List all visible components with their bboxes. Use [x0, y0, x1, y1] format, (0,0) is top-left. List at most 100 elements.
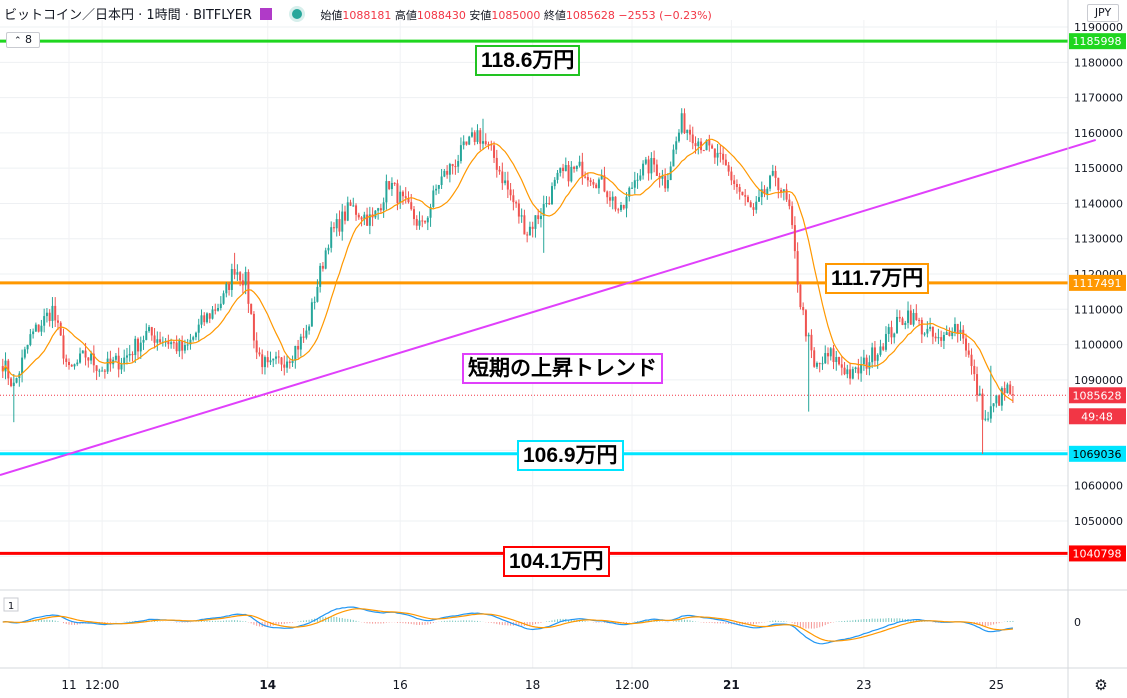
candle-body: [239, 272, 242, 281]
candle-body: [829, 348, 832, 357]
candle-body: [539, 215, 542, 220]
candle-body: [21, 357, 24, 374]
candle-body: [45, 312, 48, 317]
candle-body: [321, 265, 324, 269]
candle-body: [346, 202, 349, 221]
candle-body: [970, 354, 973, 367]
price-tag-text: 1069036: [1073, 448, 1122, 461]
candle-body: [953, 323, 956, 332]
candle-body: [10, 378, 13, 387]
candle-body: [520, 215, 523, 217]
candle-body: [716, 152, 719, 158]
annotation-118-6[interactable]: 118.6万円: [475, 45, 581, 76]
candle-body: [603, 175, 606, 192]
candle-body: [909, 310, 912, 325]
y-tick-label: 1180000: [1074, 56, 1123, 69]
candle-body: [98, 370, 101, 372]
candle-body: [335, 219, 338, 229]
candle-body: [153, 335, 156, 343]
indicator-count: 8: [25, 33, 33, 46]
annotation-111-7[interactable]: 111.7万円: [825, 263, 930, 294]
candle-body: [733, 180, 736, 184]
candle-body: [689, 129, 691, 135]
candle-body: [81, 350, 84, 354]
candle-body: [973, 366, 976, 375]
candle-body: [912, 312, 915, 325]
y-tick-label: 1150000: [1074, 162, 1123, 175]
candle-body: [484, 141, 487, 145]
indicator-toggle-button[interactable]: ⌃ 8: [6, 32, 40, 48]
candle-body: [51, 305, 54, 322]
candle-body: [752, 207, 755, 210]
candle-body: [896, 316, 898, 334]
candle-body: [443, 170, 446, 177]
candle-body: [898, 316, 901, 319]
candle-body: [214, 309, 217, 311]
candle-body: [677, 132, 680, 142]
macd-pane-badge: [3, 597, 19, 612]
candle-body: [542, 204, 545, 216]
candle-body: [48, 312, 51, 322]
candle-body: [705, 140, 708, 151]
candle-body: [208, 313, 211, 319]
candle-body: [769, 175, 772, 189]
candle-body: [76, 362, 79, 365]
annotation-104-1[interactable]: 104.1万円: [503, 546, 610, 577]
candle-body: [473, 132, 476, 142]
annotation-106-9[interactable]: 106.9万円: [517, 440, 624, 471]
candle-body: [203, 315, 206, 323]
symbol-title[interactable]: ビットコイン／日本円 · 1時間 · BITFLYER: [4, 8, 252, 23]
price-tag-h2: 1117491: [1069, 274, 1126, 291]
candle-body: [694, 143, 697, 147]
candle-body: [523, 215, 526, 235]
candle-body: [807, 334, 810, 337]
candle-body: [849, 369, 852, 379]
candle-body: [711, 145, 714, 149]
candle-body: [785, 189, 788, 200]
candle-body: [509, 189, 512, 196]
candle-body: [388, 181, 391, 190]
candle-body: [578, 161, 581, 166]
candle-body: [106, 358, 109, 372]
candle-body: [228, 283, 231, 290]
candle-body: [600, 175, 603, 180]
candle-body: [87, 357, 90, 361]
candle-body: [476, 130, 479, 142]
candle-body: [468, 136, 471, 145]
price-tag-countdown: 49:48: [1069, 408, 1126, 425]
candle-body: [653, 158, 656, 165]
price-tag-current: 1085628: [1069, 387, 1126, 404]
settings-gear-icon[interactable]: ⚙: [1094, 676, 1108, 694]
trendline: [0, 138, 1097, 477]
candle-body: [183, 344, 186, 351]
annotation-uptrend[interactable]: 短期の上昇トレンド: [462, 353, 663, 384]
currency-button[interactable]: JPY: [1087, 4, 1119, 22]
candle-body: [308, 326, 311, 331]
candle-body: [451, 164, 454, 167]
candle-body: [879, 346, 882, 355]
candle-body: [741, 191, 744, 196]
candle-body: [297, 345, 300, 350]
candle-body: [429, 206, 432, 218]
candle-body: [515, 202, 518, 204]
candle-body: [782, 189, 785, 193]
x-tick-label: 16: [393, 678, 408, 692]
candle-body: [261, 354, 264, 368]
candle-body: [860, 364, 863, 374]
candle-body: [556, 172, 559, 180]
price-tag-text: 1117491: [1073, 277, 1122, 290]
trend-line: [0, 138, 1097, 477]
candle-body: [934, 336, 937, 339]
candle-body: [727, 165, 730, 172]
candle-body: [697, 141, 700, 147]
y-tick-label: 1170000: [1074, 92, 1123, 105]
price-tag-bg: [1069, 408, 1126, 425]
candle-body: [302, 336, 305, 338]
candle-body: [181, 340, 184, 351]
candle-body: [724, 159, 727, 166]
candle-body: [92, 353, 95, 366]
price-tag-text: 49:48: [1081, 410, 1113, 423]
candle-body: [493, 145, 496, 158]
chevron-up-icon: ⌃: [13, 36, 22, 46]
